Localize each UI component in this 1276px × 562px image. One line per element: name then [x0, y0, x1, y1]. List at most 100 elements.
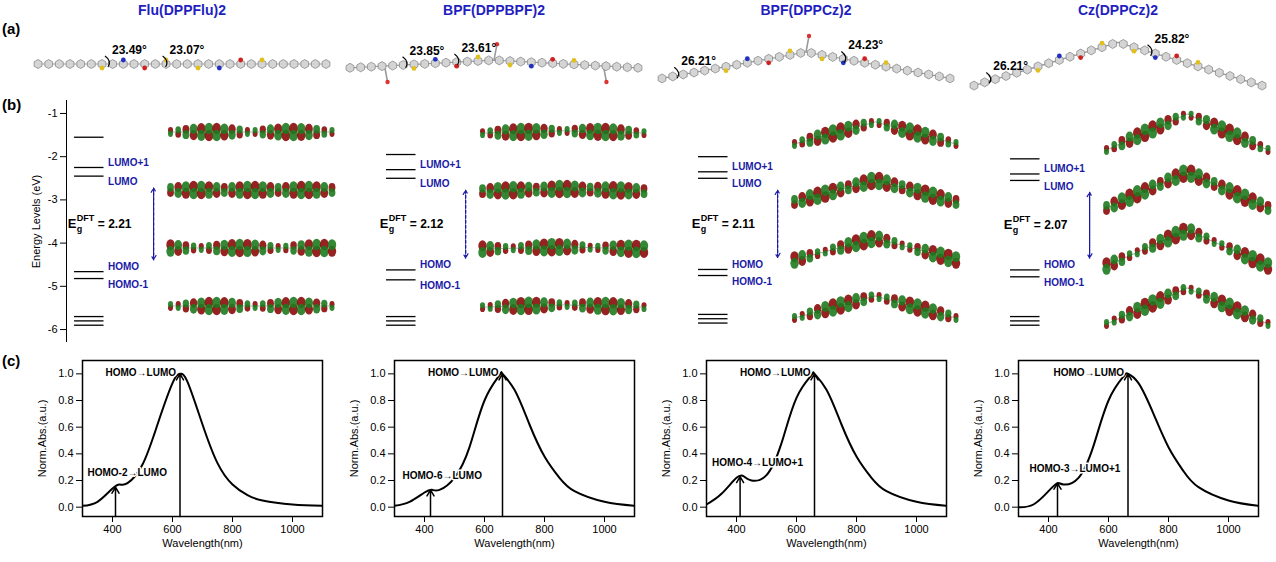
svg-text:E: E [380, 216, 389, 231]
svg-text:0.6: 0.6 [58, 421, 73, 433]
svg-text:HOMO: HOMO [732, 259, 763, 270]
svg-text:LUMO: LUMO [732, 178, 762, 189]
svg-text:g: g [1013, 225, 1019, 235]
svg-text:E: E [1004, 217, 1013, 232]
svg-text:Norm.Abs.(a.u.): Norm.Abs.(a.u.) [972, 400, 984, 478]
svg-text:0.6: 0.6 [370, 421, 385, 433]
svg-text:DFT: DFT [77, 213, 95, 223]
svg-text:0.0: 0.0 [370, 501, 385, 513]
svg-text:25.82°: 25.82° [1155, 32, 1190, 46]
svg-text:LUMO+1: LUMO+1 [1044, 163, 1085, 174]
svg-text:Norm.Abs.(a.u.): Norm.Abs.(a.u.) [660, 400, 672, 478]
svg-text:HOMO: HOMO [108, 261, 139, 272]
svg-text:26.21°: 26.21° [681, 54, 716, 68]
svg-text:0.4: 0.4 [994, 447, 1009, 459]
svg-text:1000: 1000 [280, 523, 304, 535]
svg-text:Norm.Abs.(a.u.): Norm.Abs.(a.u.) [36, 400, 48, 478]
svg-text:LUMO+1: LUMO+1 [420, 159, 461, 170]
svg-text:g: g [389, 224, 395, 234]
svg-text:0.8: 0.8 [370, 394, 385, 406]
svg-text:Norm.Abs.(a.u.): Norm.Abs.(a.u.) [348, 400, 360, 478]
svg-text:E: E [692, 216, 701, 231]
svg-text:DFT: DFT [1013, 214, 1031, 224]
svg-text:HOMO→LUMO: HOMO→LUMO [740, 367, 811, 378]
svg-text:600: 600 [475, 523, 493, 535]
svg-text:23.49°: 23.49° [112, 43, 147, 57]
svg-text:0.4: 0.4 [370, 447, 385, 459]
svg-text:HOMO→LUMO: HOMO→LUMO [1053, 367, 1124, 378]
svg-text:HOMO-4→LUMO+1: HOMO-4→LUMO+1 [712, 457, 803, 468]
svg-text:Energy Levels (eV): Energy Levels (eV) [30, 175, 42, 269]
svg-text:0.8: 0.8 [994, 394, 1009, 406]
svg-text:0.2: 0.2 [682, 474, 697, 486]
svg-text:0.8: 0.8 [682, 394, 697, 406]
svg-text:Wavelength(nm): Wavelength(nm) [1098, 537, 1178, 549]
svg-text:DFT: DFT [389, 213, 407, 223]
svg-text:-5: -5 [48, 280, 58, 292]
svg-text:-6: -6 [48, 323, 58, 335]
svg-text:23.61°: 23.61° [461, 41, 496, 55]
svg-text:0.2: 0.2 [994, 474, 1009, 486]
svg-text:LUMO+1: LUMO+1 [732, 161, 773, 172]
svg-text:g: g [77, 224, 83, 234]
svg-text:LUMO: LUMO [108, 176, 138, 187]
svg-text:400: 400 [727, 523, 745, 535]
svg-text:HOMO-6→LUMO: HOMO-6→LUMO [403, 470, 483, 481]
svg-text:LUMO+1: LUMO+1 [108, 157, 149, 168]
svg-text:0.4: 0.4 [58, 447, 73, 459]
svg-text:1000: 1000 [1216, 523, 1240, 535]
svg-text:0.8: 0.8 [58, 394, 73, 406]
svg-text:HOMO: HOMO [1044, 259, 1075, 270]
svg-text:g: g [701, 224, 707, 234]
svg-text:800: 800 [223, 523, 241, 535]
svg-text:Wavelength(nm): Wavelength(nm) [474, 537, 554, 549]
svg-text:1000: 1000 [592, 523, 616, 535]
svg-text:= 2.07: = 2.07 [1034, 218, 1068, 232]
svg-text:0.4: 0.4 [682, 447, 697, 459]
svg-text:0.0: 0.0 [682, 501, 697, 513]
svg-text:800: 800 [535, 523, 553, 535]
svg-text:-4: -4 [48, 237, 58, 249]
svg-text:1.0: 1.0 [58, 367, 73, 379]
svg-text:600: 600 [787, 523, 805, 535]
svg-text:HOMO-3→LUMO+1: HOMO-3→LUMO+1 [1030, 463, 1121, 474]
svg-text:1.0: 1.0 [994, 367, 1009, 379]
svg-text:1.0: 1.0 [682, 367, 697, 379]
svg-text:HOMO-1: HOMO-1 [732, 276, 772, 287]
svg-text:Wavelength(nm): Wavelength(nm) [786, 537, 866, 549]
svg-text:0.2: 0.2 [370, 474, 385, 486]
svg-text:1000: 1000 [904, 523, 928, 535]
svg-text:HOMO-1: HOMO-1 [108, 279, 148, 290]
svg-text:0.6: 0.6 [994, 421, 1009, 433]
svg-text:26.21°: 26.21° [993, 59, 1028, 73]
svg-text:23.07°: 23.07° [170, 43, 205, 57]
svg-text:LUMO: LUMO [1044, 181, 1074, 192]
svg-text:DFT: DFT [701, 213, 719, 223]
svg-text:E: E [68, 216, 77, 231]
svg-text:HOMO-1: HOMO-1 [420, 280, 460, 291]
svg-text:24.23°: 24.23° [848, 38, 883, 52]
svg-text:= 2.12: = 2.12 [410, 217, 444, 231]
svg-text:23.85°: 23.85° [410, 44, 445, 58]
svg-text:-2: -2 [48, 150, 58, 162]
svg-text:-1: -1 [48, 107, 58, 119]
svg-text:600: 600 [163, 523, 181, 535]
svg-text:400: 400 [415, 523, 433, 535]
svg-text:400: 400 [1039, 523, 1057, 535]
svg-text:Wavelength(nm): Wavelength(nm) [162, 537, 242, 549]
svg-text:HOMO→LUMO: HOMO→LUMO [428, 367, 499, 378]
svg-text:-3: -3 [48, 193, 58, 205]
svg-text:LUMO: LUMO [420, 178, 450, 189]
svg-text:0.0: 0.0 [994, 501, 1009, 513]
svg-text:800: 800 [847, 523, 865, 535]
svg-text:800: 800 [1159, 523, 1177, 535]
svg-text:HOMO: HOMO [420, 259, 451, 270]
svg-text:HOMO→LUMO: HOMO→LUMO [105, 367, 176, 378]
svg-text:0.6: 0.6 [682, 421, 697, 433]
svg-text:HOMO-2→LUMO: HOMO-2→LUMO [88, 467, 168, 478]
svg-text:0.2: 0.2 [58, 474, 73, 486]
svg-text:HOMO-1: HOMO-1 [1044, 277, 1084, 288]
svg-text:1.0: 1.0 [370, 367, 385, 379]
svg-text:0.0: 0.0 [58, 501, 73, 513]
svg-text:= 2.21: = 2.21 [98, 217, 132, 231]
